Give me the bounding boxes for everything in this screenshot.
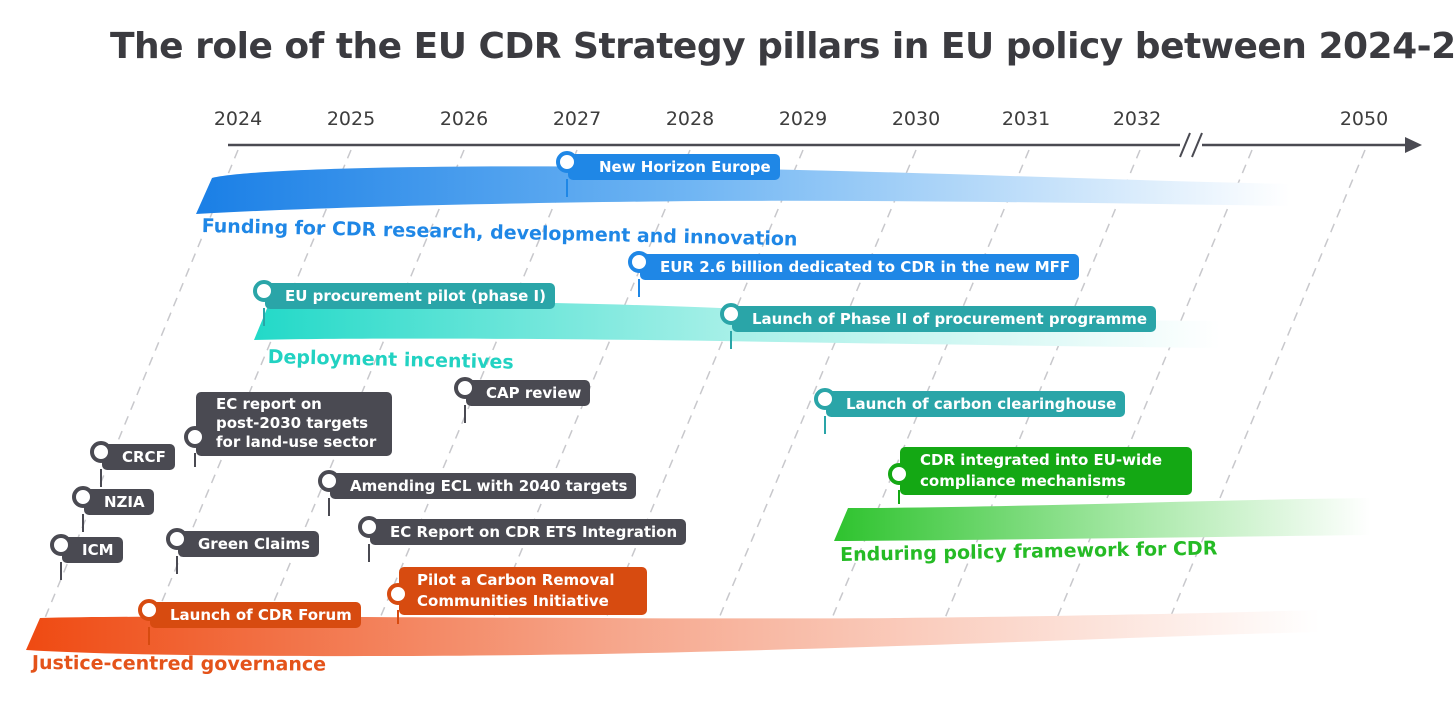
milestone-icm: ICM: [50, 534, 123, 580]
diagram-title: The role of the EU CDR Strategy pillars …: [110, 26, 1456, 67]
year-label: 2031: [1001, 108, 1051, 130]
marker-ring-icon: [358, 516, 380, 538]
milestone-label: Launch of carbon clearinghouse: [846, 395, 1117, 413]
milestone-communities-initiative: Pilot a Carbon Removal Communities Initi…: [387, 567, 647, 624]
year-label: 2027: [552, 108, 602, 130]
milestone-label: Communities Initiative: [417, 592, 609, 610]
year-label: 2032: [1112, 108, 1162, 130]
milestone-label: CDR integrated into EU-wide: [920, 451, 1163, 469]
year-label: 2026: [439, 108, 489, 130]
milestone-label: post-2030 targets: [216, 414, 369, 432]
milestone-amending-ecl: Amending ECL with 2040 targets: [318, 470, 637, 516]
milestone-new-horizon-europe: New Horizon Europe: [556, 151, 780, 197]
milestone-procurement-pilot: EU procurement pilot (phase I): [253, 280, 555, 326]
marker-ring-icon: [888, 463, 910, 485]
marker-ring-icon: [720, 303, 742, 325]
milestone-ec-report-land-use: EC report on post-2030 targets for land-…: [184, 392, 392, 467]
milestone-green-claims: Green Claims: [166, 528, 319, 574]
milestone-label: for land-use sector: [216, 433, 377, 451]
milestone-label: New Horizon Europe: [599, 158, 771, 176]
marker-ring-icon: [556, 151, 578, 173]
milestone-crcf: CRCF: [90, 441, 175, 487]
marker-ring-icon: [184, 426, 206, 448]
year-label: 2028: [665, 108, 715, 130]
milestone-label: Green Claims: [198, 535, 310, 553]
marker-ring-icon: [72, 486, 94, 508]
year-label: 2029: [778, 108, 828, 130]
justice-pillar-label: Justice-centred governance: [31, 652, 327, 676]
year-label: 2024: [213, 108, 263, 130]
milestone-label: EU procurement pilot (phase I): [285, 287, 546, 305]
year-label: 2025: [326, 108, 376, 130]
milestone-phase-two-procurement: Launch of Phase II of procurement progra…: [720, 303, 1157, 349]
milestone-label: Launch of CDR Forum: [170, 606, 352, 624]
marker-ring-icon: [50, 534, 72, 556]
marker-ring-icon: [387, 583, 409, 605]
milestone-ets-integration-report: EC Report on CDR ETS Integration: [358, 516, 687, 562]
milestone-nzia: NZIA: [72, 486, 154, 532]
milestone-cdr-forum: Launch of CDR Forum: [138, 599, 361, 645]
milestone-label: EC report on: [216, 395, 322, 413]
milestone-label: EUR 2.6 billion dedicated to CDR in the …: [660, 258, 1071, 276]
milestone-eur-mff: EUR 2.6 billion dedicated to CDR in the …: [628, 251, 1080, 297]
marker-ring-icon: [138, 599, 160, 621]
marker-ring-icon: [628, 251, 650, 273]
milestone-label: CRCF: [122, 448, 166, 466]
marker-ring-icon: [318, 470, 340, 492]
marker-ring-icon: [814, 388, 836, 410]
funding-band: [196, 166, 1290, 214]
marker-ring-icon: [90, 441, 112, 463]
milestone-label: Amending ECL with 2040 targets: [350, 477, 628, 495]
year-label: 2050: [1339, 108, 1389, 130]
milestone-label: CAP review: [486, 384, 582, 402]
milestone-carbon-clearinghouse: Launch of carbon clearinghouse: [814, 388, 1126, 434]
milestone-label: ICM: [82, 541, 114, 559]
milestone-compliance-mechanisms: CDR integrated into EU-wide compliance m…: [888, 447, 1192, 504]
milestone-label: EC Report on CDR ETS Integration: [390, 523, 678, 541]
milestone-label: compliance mechanisms: [920, 472, 1126, 490]
milestone-label: Pilot a Carbon Removal: [417, 571, 615, 589]
marker-ring-icon: [253, 280, 275, 302]
milestone-cap-review: CAP review: [454, 377, 591, 423]
enduring-band: [834, 498, 1370, 541]
milestone-label: Launch of Phase II of procurement progra…: [752, 310, 1148, 328]
marker-ring-icon: [454, 377, 476, 399]
year-label: 2030: [891, 108, 941, 130]
milestone-label: NZIA: [104, 493, 145, 511]
marker-ring-icon: [166, 528, 188, 550]
